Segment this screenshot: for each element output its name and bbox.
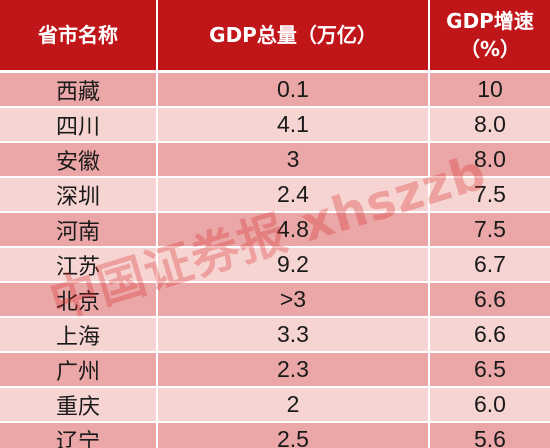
table-row: 西藏 0.1 10 xyxy=(0,71,550,108)
cell-gdp-total: 9.2 xyxy=(157,247,430,283)
cell-gdp-growth: 6.6 xyxy=(429,317,550,353)
cell-gdp-total: 2.3 xyxy=(157,352,430,388)
cell-gdp-growth: 7.5 xyxy=(429,212,550,248)
header-province: 省市名称 xyxy=(0,0,158,73)
cell-province: 深圳 xyxy=(0,177,158,213)
header-gdp-growth: GDP增速 （%） xyxy=(429,0,550,73)
cell-gdp-growth: 7.5 xyxy=(429,177,550,213)
table-row: 北京 >3 6.6 xyxy=(0,282,550,318)
cell-gdp-growth: 5.6 xyxy=(429,422,550,448)
table-row: 广州 2.3 6.5 xyxy=(0,352,550,388)
cell-gdp-total: 2.4 xyxy=(157,177,430,213)
cell-gdp-growth: 6.0 xyxy=(429,387,550,423)
table-row: 上海 3.3 6.6 xyxy=(0,317,550,353)
table-header-row: 省市名称 GDP总量（万亿） GDP增速 （%） xyxy=(0,0,550,73)
table-row: 安徽 3 8.0 xyxy=(0,142,550,178)
table-row: 四川 4.1 8.0 xyxy=(0,107,550,143)
cell-province: 河南 xyxy=(0,212,158,248)
cell-gdp-growth: 6.6 xyxy=(429,282,550,318)
table-row: 重庆 2 6.0 xyxy=(0,387,550,423)
cell-gdp-total: 2.5 xyxy=(157,422,430,448)
cell-province: 安徽 xyxy=(0,142,158,178)
cell-province: 北京 xyxy=(0,282,158,318)
cell-province: 西藏 xyxy=(0,71,158,108)
header-gdp-growth-label: GDP增速 （%） xyxy=(446,9,534,61)
cell-gdp-total: 4.1 xyxy=(157,107,430,143)
cell-gdp-total: 3 xyxy=(157,142,430,178)
cell-gdp-growth: 10 xyxy=(429,71,550,108)
table-row: 深圳 2.4 7.5 xyxy=(0,177,550,213)
cell-province: 上海 xyxy=(0,317,158,353)
header-gdp-total: GDP总量（万亿） xyxy=(157,0,430,73)
table-row: 江苏 9.2 6.7 xyxy=(0,247,550,283)
cell-gdp-total: 2 xyxy=(157,387,430,423)
cell-province: 江苏 xyxy=(0,247,158,283)
cell-province: 重庆 xyxy=(0,387,158,423)
table-row: 辽宁 2.5 5.6 xyxy=(0,422,550,448)
cell-gdp-growth: 6.5 xyxy=(429,352,550,388)
cell-gdp-growth: 8.0 xyxy=(429,142,550,178)
table-row: 河南 4.8 7.5 xyxy=(0,212,550,248)
cell-gdp-total: 3.3 xyxy=(157,317,430,353)
cell-province: 广州 xyxy=(0,352,158,388)
cell-province: 辽宁 xyxy=(0,422,158,448)
cell-gdp-total: 0.1 xyxy=(157,71,430,108)
cell-gdp-growth: 8.0 xyxy=(429,107,550,143)
cell-gdp-total: 4.8 xyxy=(157,212,430,248)
cell-province: 四川 xyxy=(0,107,158,143)
cell-gdp-growth: 6.7 xyxy=(429,247,550,283)
cell-gdp-total: >3 xyxy=(157,282,430,318)
